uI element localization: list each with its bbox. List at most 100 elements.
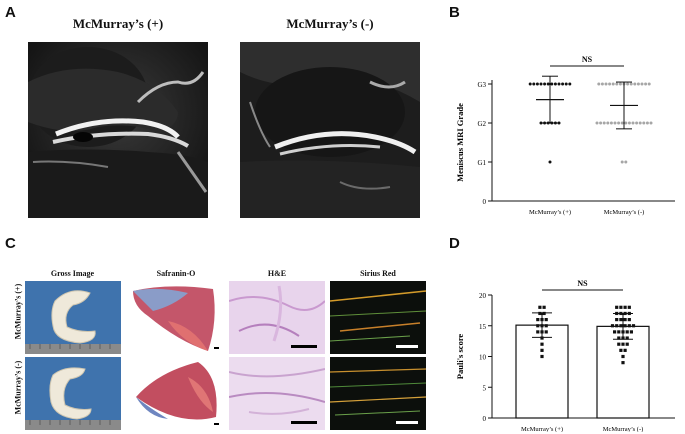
data-point [546, 82, 550, 86]
sirius-image-negative [330, 357, 426, 430]
data-point [617, 121, 621, 125]
significance-label: NS [582, 55, 593, 64]
row-label-positive: McMurray’s (+) [13, 283, 23, 340]
data-point [623, 318, 627, 322]
bar [596, 325, 650, 419]
data-point [538, 305, 542, 309]
data-point [540, 342, 544, 346]
data-point [623, 348, 627, 352]
data-point [625, 330, 629, 334]
data-point [599, 121, 603, 125]
data-point [615, 305, 619, 309]
y-tick-label: 20 [479, 292, 487, 300]
panel-label-d: D [449, 235, 460, 252]
data-point [542, 305, 546, 309]
safranin-image-positive [128, 281, 224, 354]
y-tick-label: G3 [477, 81, 486, 89]
data-point [627, 318, 631, 322]
data-point [619, 305, 623, 309]
x-tick-label: McMurray’s (+) [521, 426, 563, 432]
y-tick-label: 15 [479, 323, 487, 331]
data-point [544, 330, 548, 334]
x-tick-label: McMurray’s (+) [529, 209, 571, 216]
panel-label-a: A [5, 4, 16, 21]
column-header-gross: Gross Image [50, 269, 95, 278]
data-point [635, 121, 639, 125]
y-tick-label: 0 [483, 198, 487, 206]
data-point [649, 121, 653, 125]
data-point [623, 324, 627, 328]
data-point [543, 82, 547, 86]
data-point [540, 348, 544, 352]
data-point [609, 121, 613, 125]
he-image-negative [229, 357, 325, 430]
y-axis-label: Meniscus MRI Grade [455, 103, 465, 182]
y-axis-label: Pauli's score [455, 334, 465, 380]
column-header-sirius: Sirius Red [360, 269, 396, 278]
data-point [642, 121, 646, 125]
gross-image-negative [25, 357, 121, 430]
data-point [629, 82, 633, 86]
data-point [602, 121, 606, 125]
column-header-he: H&E [267, 269, 287, 278]
data-point [595, 121, 599, 125]
data-point [539, 82, 543, 86]
data-point [613, 121, 617, 125]
data-point [617, 330, 621, 334]
data-point [620, 121, 624, 125]
x-tick-label: McMurray’s (-) [603, 426, 644, 432]
data-point [626, 82, 630, 86]
data-point [625, 342, 629, 346]
data-point [536, 330, 540, 334]
mri-title-negative: McMurray’s (-) [286, 16, 374, 31]
y-tick-label: 10 [479, 354, 487, 362]
data-point [608, 82, 612, 86]
data-point [627, 324, 631, 328]
data-point [528, 82, 532, 86]
data-point [615, 318, 619, 322]
data-point [540, 354, 544, 359]
data-point [532, 82, 536, 86]
data-point [615, 324, 619, 328]
y-tick-label: G1 [477, 159, 486, 167]
y-tick-label: 0 [483, 415, 487, 423]
panel-label-c: C [5, 235, 16, 252]
data-point [623, 305, 627, 309]
data-point [631, 324, 636, 328]
data-point [645, 121, 649, 125]
data-point [540, 336, 544, 340]
data-point [557, 121, 561, 125]
data-point [644, 82, 648, 86]
data-point [636, 82, 640, 86]
data-point [553, 82, 557, 86]
data-point [617, 336, 621, 340]
data-point [548, 160, 552, 164]
data-point [557, 82, 561, 86]
data-point [624, 121, 628, 125]
data-point [568, 82, 572, 86]
mri-grade-chart: 0 G1 G2 G3 Meniscus MRI Grade McMurray’s (+) M… [455, 55, 675, 216]
data-point [564, 82, 568, 86]
data-point [619, 324, 623, 328]
data-point [617, 342, 621, 346]
data-point [538, 311, 542, 316]
data-point [627, 121, 631, 125]
data-point [597, 82, 601, 86]
data-point [542, 311, 546, 316]
he-image-positive [229, 281, 325, 354]
mri-image-negative [240, 42, 420, 218]
data-point [610, 324, 615, 328]
data-point [631, 121, 635, 125]
data-point [619, 348, 623, 352]
data-point [629, 330, 633, 334]
paulis-score-chart: 0 5 10 15 20 Pauli's score McMurray’s (+) McMur… [455, 279, 675, 432]
y-tick-label: 5 [483, 384, 487, 392]
data-point [600, 82, 604, 86]
x-tick-label: McMurray’s (-) [604, 209, 645, 216]
data-point [536, 324, 540, 328]
data-point [633, 82, 637, 86]
data-point [535, 82, 539, 86]
data-point [613, 330, 617, 334]
data-point [561, 82, 565, 86]
data-point [624, 160, 628, 164]
